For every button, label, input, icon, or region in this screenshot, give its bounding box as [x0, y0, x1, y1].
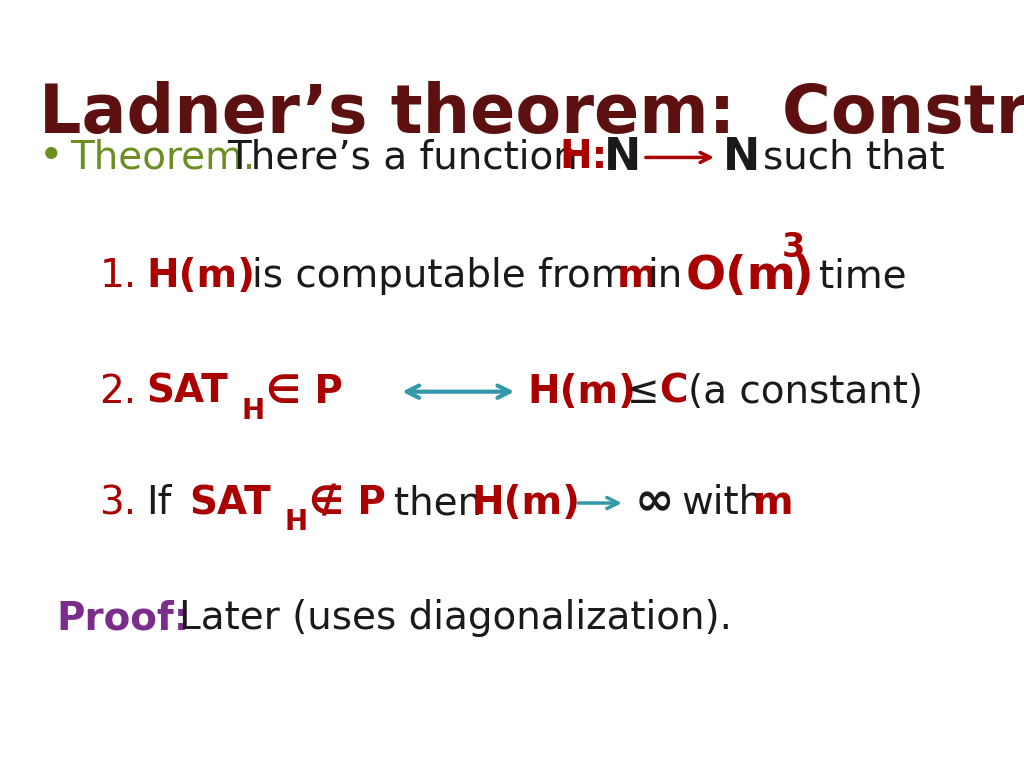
Text: •: • [39, 137, 63, 178]
Text: (a constant): (a constant) [688, 372, 923, 411]
Text: m: m [753, 484, 794, 522]
Text: Theorem.: Theorem. [70, 138, 255, 177]
Text: There’s a function: There’s a function [227, 138, 579, 177]
Text: m: m [616, 257, 657, 296]
Text: C: C [659, 372, 688, 411]
Text: ): ) [792, 254, 813, 299]
Text: If: If [146, 484, 172, 522]
Text: ∞: ∞ [635, 481, 674, 525]
Text: is computable from: is computable from [252, 257, 629, 296]
Text: O(m: O(m [686, 254, 797, 299]
Text: H: H [285, 508, 308, 536]
Text: SAT: SAT [146, 372, 228, 411]
Text: ∈ P: ∈ P [266, 372, 343, 411]
Text: H(m): H(m) [527, 372, 636, 411]
Text: N: N [723, 136, 760, 179]
Text: 3.: 3. [99, 484, 136, 522]
Text: 1.: 1. [99, 257, 136, 296]
Text: ≤: ≤ [627, 372, 659, 411]
Text: N: N [604, 136, 641, 179]
Text: time: time [819, 257, 907, 296]
Text: SAT: SAT [189, 484, 271, 522]
Text: in: in [647, 257, 682, 296]
Text: with: with [681, 484, 763, 522]
Text: H(m): H(m) [471, 484, 580, 522]
Text: ∉ P: ∉ P [309, 484, 386, 522]
Text: 2.: 2. [99, 372, 136, 411]
Text: Later (uses diagonalization).: Later (uses diagonalization). [179, 599, 732, 637]
Text: H(m): H(m) [146, 257, 255, 296]
Text: then: then [394, 484, 482, 522]
Text: H:: H: [559, 138, 607, 177]
Text: such that: such that [763, 138, 944, 177]
Text: H: H [242, 397, 265, 425]
Text: 3: 3 [781, 231, 805, 263]
Text: Ladner’s theorem:  Constructing  H: Ladner’s theorem: Constructing H [39, 81, 1024, 147]
Text: Proof:: Proof: [56, 599, 189, 637]
